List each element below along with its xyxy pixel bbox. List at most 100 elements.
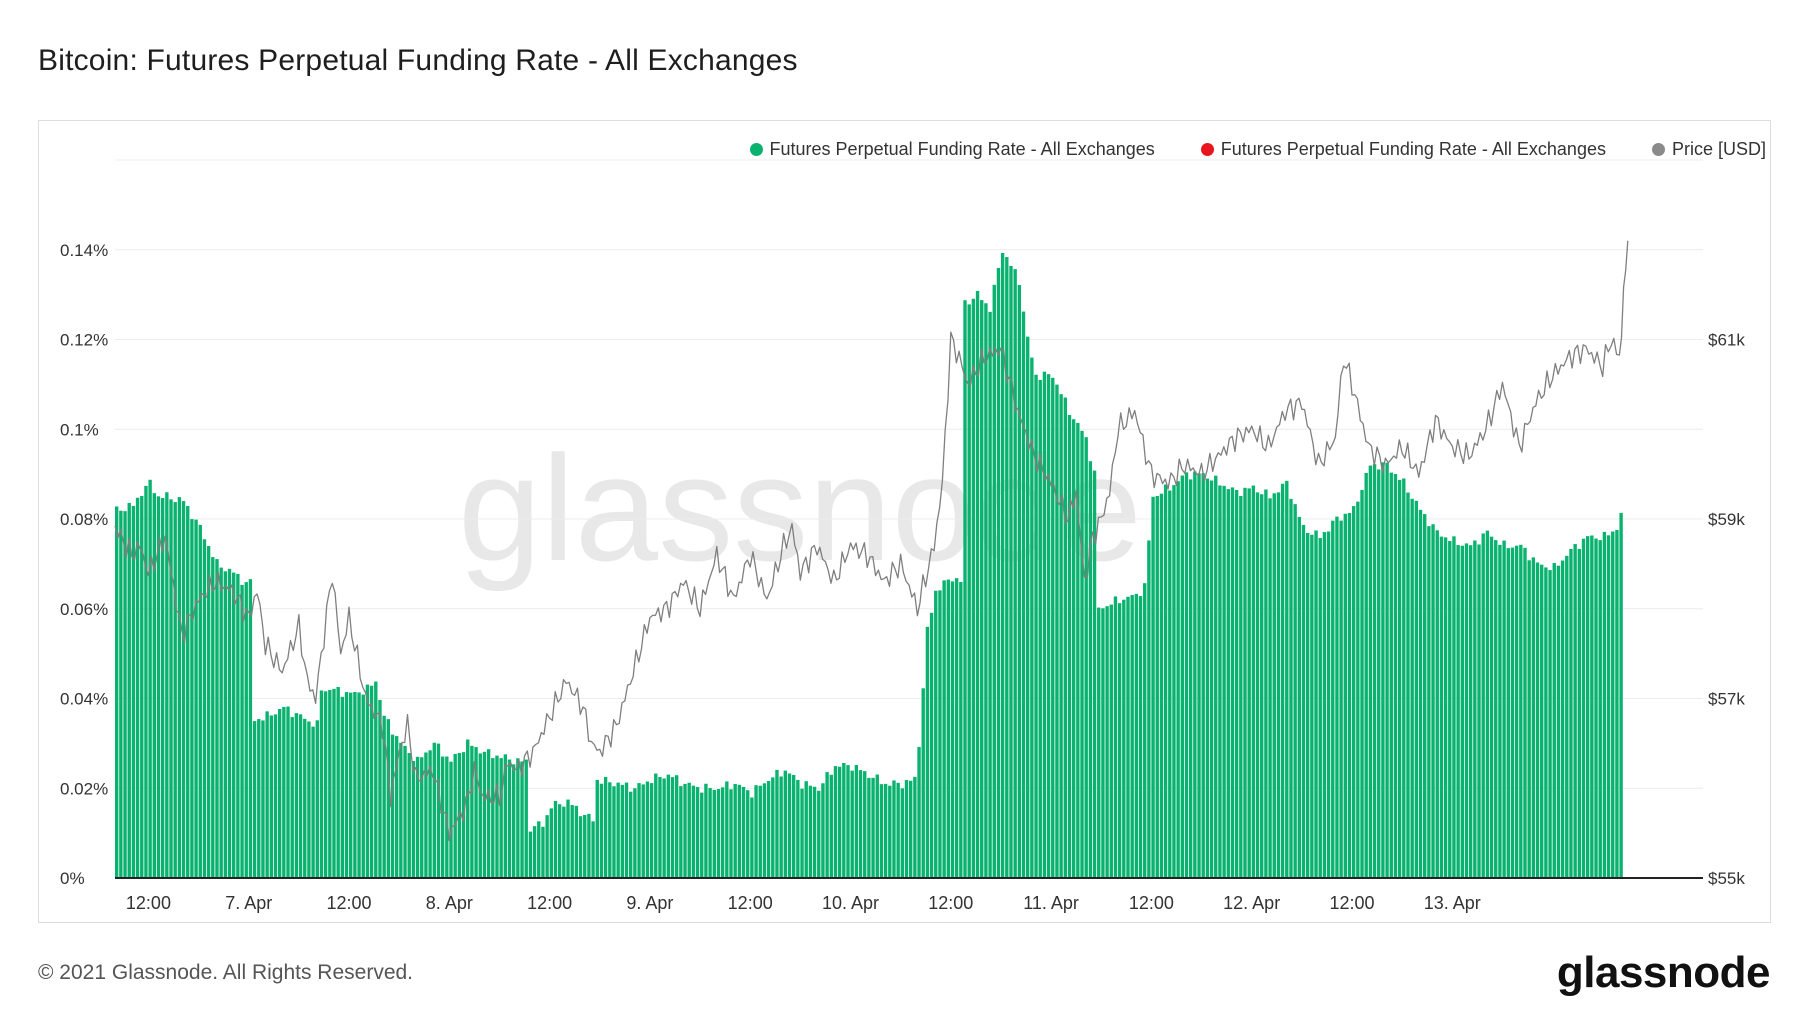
- funding-rate-bar: [474, 747, 478, 878]
- funding-rate-bar: [1364, 472, 1368, 878]
- funding-rate-bar: [833, 766, 838, 878]
- funding-rate-bar: [1322, 532, 1327, 878]
- funding-rate-bar: [528, 831, 533, 878]
- funding-rate-bar: [687, 782, 691, 878]
- funding-rate-bar: [1009, 265, 1013, 878]
- funding-rate-bar: [587, 813, 591, 878]
- funding-rate-bar: [236, 573, 240, 878]
- funding-rate-bar: [1239, 495, 1243, 878]
- funding-rate-bar: [365, 684, 370, 878]
- funding-rate-bar: [1326, 531, 1331, 878]
- funding-rate-bar: [662, 778, 666, 878]
- funding-rate-bar: [1021, 311, 1026, 878]
- funding-rate-bar: [683, 783, 687, 878]
- funding-rate-bar: [424, 752, 428, 878]
- y-tick-label-right: $59k: [1708, 510, 1745, 529]
- funding-rate-bar: [1473, 540, 1477, 878]
- funding-rate-bar: [879, 784, 884, 878]
- funding-rate-bar: [277, 709, 282, 878]
- funding-rate-bar: [758, 785, 762, 878]
- funding-rate-bar: [1519, 544, 1523, 878]
- funding-rate-bar: [904, 780, 909, 878]
- funding-rate-bar: [867, 777, 871, 878]
- funding-rate-bar: [1176, 481, 1180, 878]
- x-tick-label: 13. Apr: [1424, 893, 1481, 913]
- funding-rate-bar: [888, 785, 892, 878]
- funding-rate-bar: [1272, 493, 1276, 878]
- funding-rate-bar: [1331, 520, 1335, 878]
- funding-rate-bar: [503, 754, 508, 878]
- funding-rate-bar: [340, 696, 345, 878]
- funding-rate-bar: [537, 821, 541, 878]
- funding-rate-bar: [1289, 498, 1293, 878]
- funding-rate-bar: [466, 739, 470, 878]
- funding-rate-bar: [1046, 374, 1051, 878]
- funding-rate-bar: [223, 571, 228, 878]
- funding-rate-bar: [557, 804, 562, 878]
- funding-rate-bar: [783, 770, 788, 878]
- funding-rate-bar: [633, 788, 637, 878]
- funding-rate-bar: [1452, 536, 1456, 878]
- funding-rate-bar: [629, 791, 633, 878]
- funding-rate-bar: [1230, 487, 1235, 878]
- funding-rate-bar: [741, 786, 746, 878]
- funding-rate-bar: [202, 539, 207, 878]
- funding-rate-bar: [954, 578, 959, 878]
- funding-rate-bar: [181, 501, 186, 878]
- funding-rate-bar: [900, 788, 905, 878]
- funding-rate-bar: [670, 777, 675, 878]
- funding-rate-bar: [971, 298, 976, 878]
- funding-rate-bar: [1109, 604, 1113, 878]
- funding-rate-bar: [1193, 471, 1197, 878]
- funding-rate-bar: [545, 815, 549, 878]
- funding-rate-bar: [1527, 560, 1531, 878]
- legend-item-funding-green[interactable]: Futures Perpetual Funding Rate - All Exc…: [749, 139, 1155, 160]
- funding-rate-bar: [591, 821, 595, 878]
- funding-rate-bar: [712, 789, 716, 878]
- funding-rate-bar: [1594, 538, 1598, 878]
- funding-rate-bar: [156, 496, 161, 878]
- funding-rate-bar: [750, 797, 754, 878]
- funding-rate-bar: [695, 787, 700, 878]
- funding-rate-bar: [307, 721, 311, 878]
- funding-rate-bar: [420, 757, 424, 878]
- funding-rate-bar: [616, 782, 620, 878]
- funding-rate-bar: [399, 742, 403, 878]
- funding-rate-bar: [1264, 489, 1268, 878]
- funding-rate-bar: [1084, 437, 1088, 878]
- funding-rate-bar: [1000, 253, 1005, 878]
- funding-rate-bar: [574, 805, 579, 878]
- funding-rate-bar: [428, 750, 432, 878]
- funding-rate-bar: [1130, 595, 1134, 878]
- y-tick-label-left: 0.02%: [60, 779, 108, 798]
- funding-rate-bar: [1038, 379, 1042, 878]
- funding-rate-bar: [190, 519, 194, 878]
- funding-rate-bar: [374, 681, 378, 878]
- funding-rate-bar: [165, 492, 169, 878]
- funding-rate-bar: [1101, 608, 1105, 878]
- funding-rate-bar: [1314, 530, 1318, 878]
- funding-rate-bar: [1005, 257, 1009, 878]
- funding-rate-bar: [1280, 483, 1285, 878]
- funding-rate-bar: [173, 502, 177, 878]
- funding-rate-bar: [1155, 495, 1159, 878]
- funding-rate-bar: [386, 719, 391, 878]
- funding-rate-bar: [1498, 544, 1502, 878]
- funding-rate-bar: [1468, 545, 1473, 878]
- funding-rate-bar: [1251, 485, 1256, 878]
- legend-item-funding-red[interactable]: Futures Perpetual Funding Rate - All Exc…: [1200, 139, 1606, 160]
- funding-rate-bar: [1234, 490, 1239, 878]
- legend-item-price[interactable]: Price [USD]: [1651, 139, 1766, 160]
- funding-rate-bar: [1556, 565, 1561, 878]
- funding-rate-bar: [378, 699, 382, 878]
- funding-rate-bar: [194, 519, 198, 878]
- funding-rate-bar: [1477, 544, 1481, 878]
- funding-rate-bar: [984, 303, 988, 878]
- funding-rate-bar: [1560, 560, 1565, 878]
- funding-rate-bar: [332, 688, 336, 878]
- funding-rate-bar: [319, 690, 324, 878]
- x-tick-label: 7. Apr: [225, 893, 272, 913]
- funding-rate-bar: [892, 780, 896, 878]
- legend-label: Futures Perpetual Funding Rate - All Exc…: [1220, 139, 1606, 159]
- red-dot-icon: [1200, 143, 1214, 156]
